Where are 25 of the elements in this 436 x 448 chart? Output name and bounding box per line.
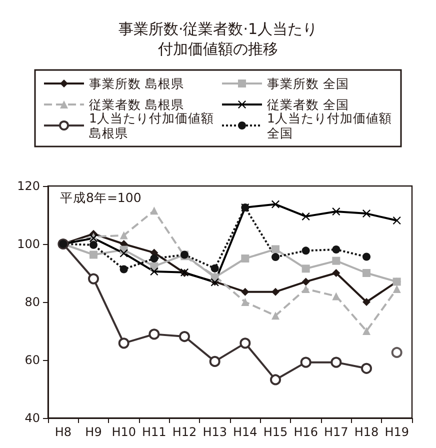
- legend-label: 従業者数 島根県: [89, 97, 184, 112]
- x-tick-label: H16: [294, 425, 318, 439]
- chart-title: 事業所数·従業者数·1人当たり付加価値額の推移: [118, 20, 318, 58]
- legend-label: 1人当たり付加価値額島根県: [89, 110, 214, 140]
- y-tick-label: 40: [24, 411, 40, 425]
- legend-label: 事業所数 全国: [267, 76, 349, 91]
- legend-label: 従業者数 全国: [267, 97, 349, 112]
- x-tick-label: H15: [263, 425, 288, 439]
- x-tick-label: H19: [384, 425, 409, 439]
- y-tick-label: 100: [17, 237, 40, 251]
- x-tick-label: H8: [54, 425, 72, 439]
- x-tick-label: H11: [142, 425, 166, 439]
- y-tick-label: 60: [24, 353, 40, 367]
- x-tick-label: H13: [202, 425, 227, 439]
- y-tick-label: 120: [17, 179, 40, 193]
- x-tick-label: H9: [85, 425, 102, 439]
- x-tick-label: H12: [172, 425, 197, 439]
- legend-label: 1人当たり付加価値額全国: [267, 110, 392, 140]
- y-tick-label: 80: [24, 295, 40, 309]
- x-tick-label: H10: [112, 425, 136, 439]
- legend-label: 事業所数 島根県: [89, 76, 184, 91]
- x-tick-label: H14: [233, 425, 258, 439]
- x-tick-label: H17: [324, 425, 348, 439]
- annotation: 平成8年=100: [60, 190, 142, 205]
- x-tick-label: H18: [354, 425, 379, 439]
